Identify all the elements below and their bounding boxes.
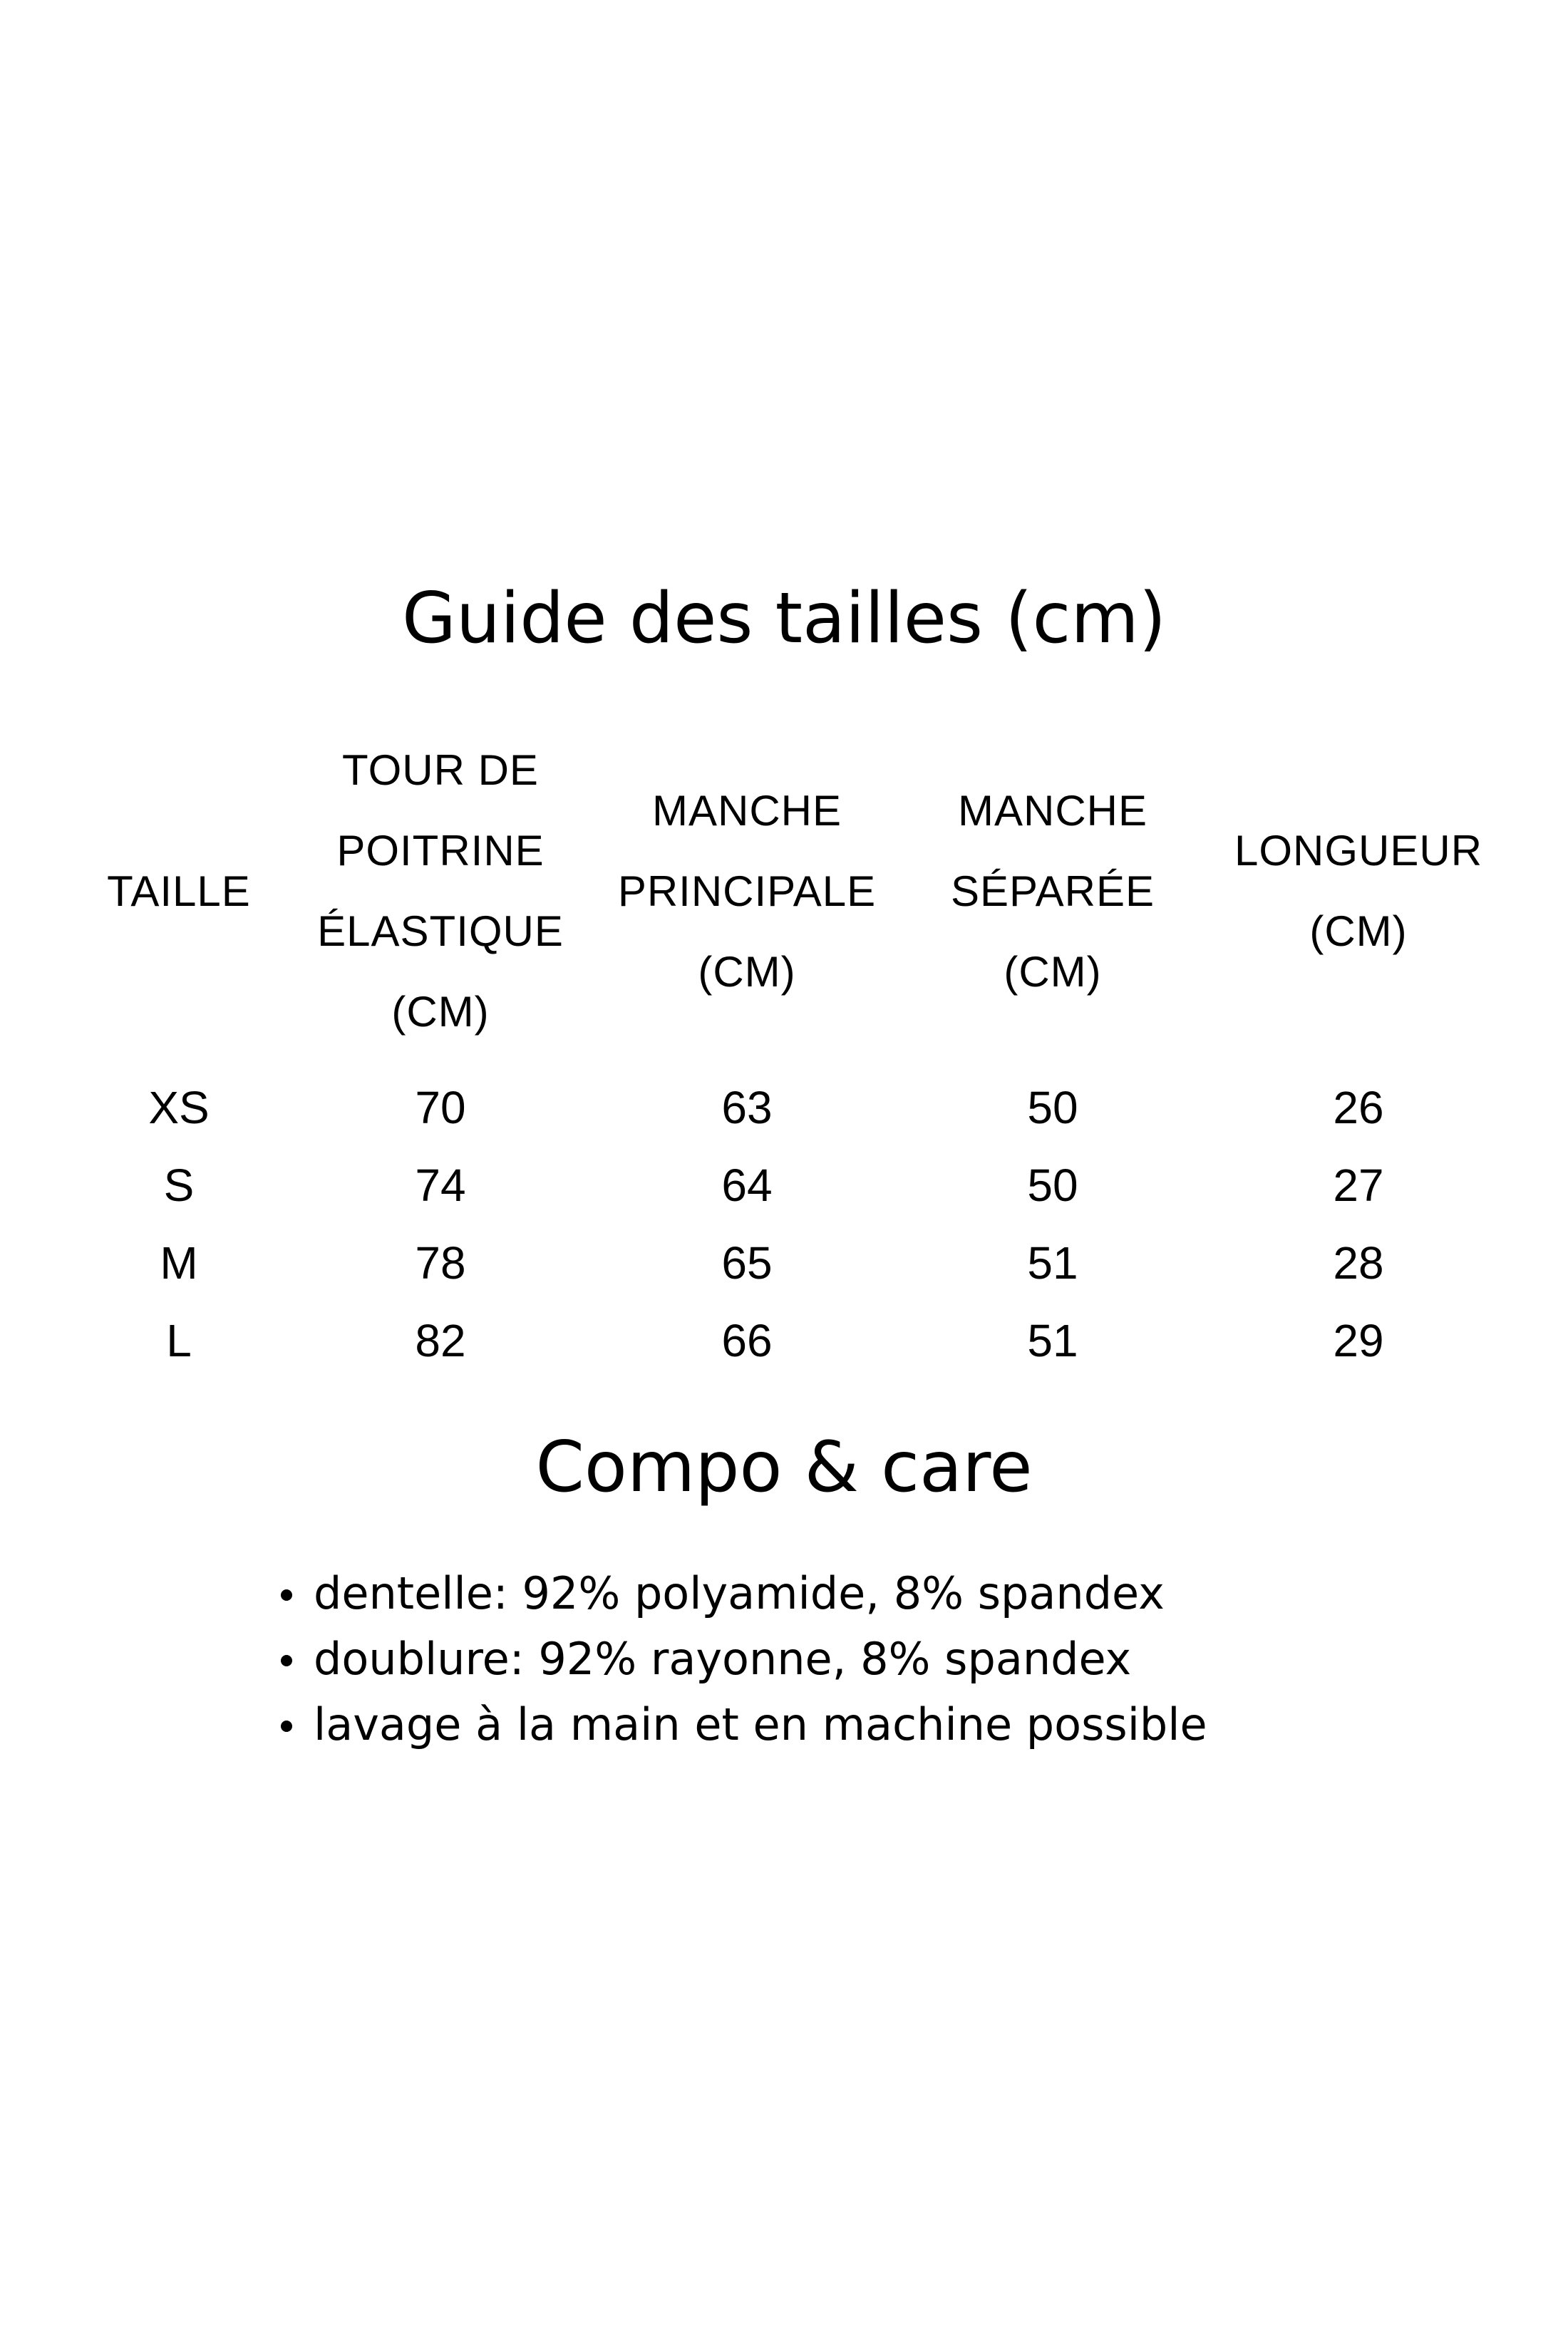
list-item-text: lavage à la main et en machine possible [314,1698,1207,1750]
cell-manche-separee: 50 [1027,1082,1078,1133]
list-item: lavage à la main et en machine possible [271,1692,1207,1758]
cell-manche-separee: 50 [1027,1160,1078,1211]
cell-tour-de-poitrine: 78 [415,1237,466,1289]
bullet-icon [281,1655,292,1666]
header-line: MANCHE [651,786,842,835]
header-taille: TAILLE [29,728,329,1053]
header-line: ÉLASTIQUE [317,907,564,955]
cell-manche-principale: 66 [721,1315,773,1366]
header-tour-de-poitrine: TOUR DE POITRINE ÉLASTIQUE (CM) [291,728,590,1053]
bullet-icon [281,1721,292,1732]
cell-manche-principale: 64 [721,1160,773,1211]
cell-manche-separee: 51 [1027,1237,1078,1289]
header-line: MANCHE [957,786,1147,835]
list-item: dentelle: 92% polyamide, 8% spandex [271,1561,1207,1626]
cell-size: M [160,1237,198,1289]
cell-size: S [163,1160,195,1211]
cell-tour-de-poitrine: 82 [415,1315,466,1366]
header-line: TOUR DE [342,746,539,794]
list-item-text: dentelle: 92% polyamide, 8% spandex [314,1567,1165,1619]
list-item-text: doublure: 92% rayonne, 8% spandex [314,1633,1132,1685]
cell-tour-de-poitrine: 74 [415,1160,466,1211]
cell-manche-principale: 63 [721,1082,773,1133]
header-line: LONGUEUR [1234,827,1483,875]
header-line: (CM) [1309,907,1408,955]
header-manche-separee: MANCHE SÉPARÉE (CM) [903,728,1202,1053]
header-manche-principale: MANCHE PRINCIPALE (CM) [597,728,897,1053]
cell-longueur: 28 [1333,1237,1384,1289]
header-line: SÉPARÉE [951,867,1155,915]
cell-size: L [166,1315,192,1366]
cell-longueur: 27 [1333,1160,1384,1211]
header-line: (CM) [1004,947,1102,996]
size-guide-title: Guide des tailles (cm) [401,578,1167,659]
compo-care-list: dentelle: 92% polyamide, 8% spandex doub… [271,1561,1207,1758]
header-line: (CM) [698,947,796,996]
cell-longueur: 29 [1333,1315,1384,1366]
cell-manche-separee: 51 [1027,1315,1078,1366]
cell-longueur: 26 [1333,1082,1384,1133]
header-line: TAILLE [107,867,251,915]
header-longueur: LONGUEUR (CM) [1209,728,1508,1053]
list-item: doublure: 92% rayonne, 8% spandex [271,1626,1207,1692]
header-line: PRINCIPALE [617,867,877,915]
cell-size: XS [148,1082,210,1133]
cell-tour-de-poitrine: 70 [415,1082,466,1133]
header-line: (CM) [391,988,490,1036]
header-line: POITRINE [336,827,545,875]
bullet-icon [281,1589,292,1601]
compo-care-title: Compo & care [535,1427,1033,1508]
cell-manche-principale: 65 [721,1237,773,1289]
